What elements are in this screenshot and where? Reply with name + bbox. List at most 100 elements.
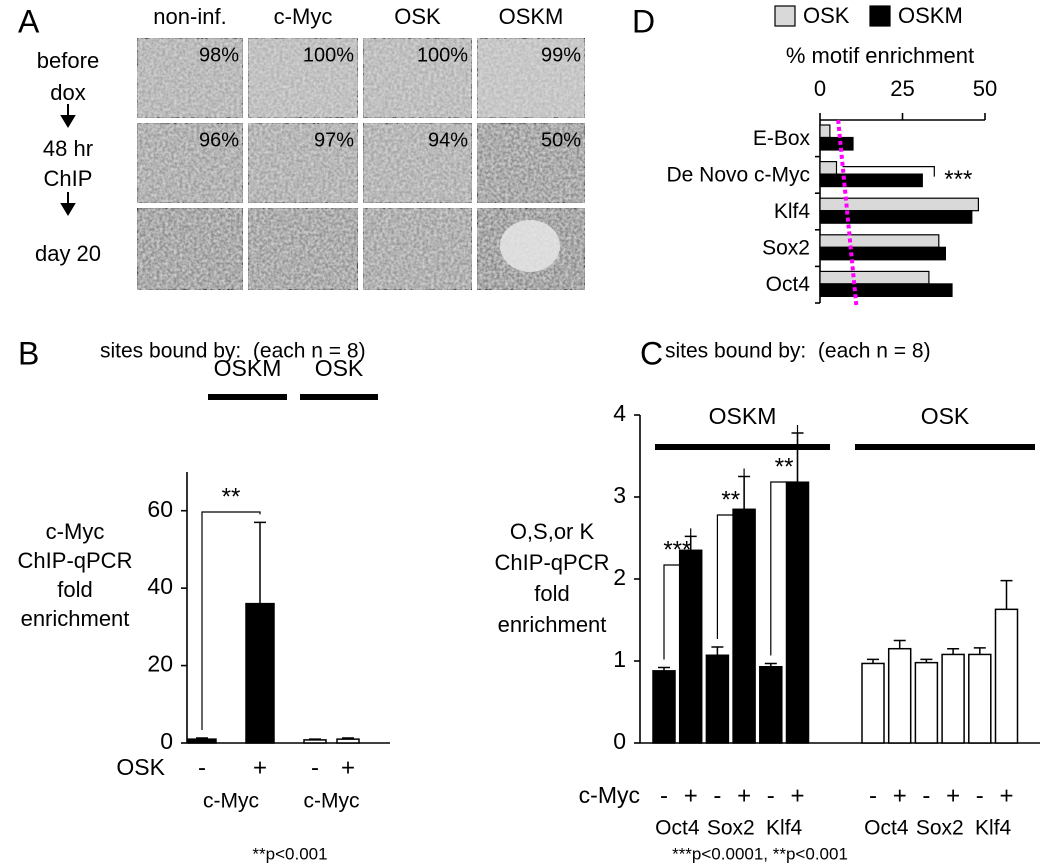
x-tick-label: +: [737, 782, 751, 809]
bar: [861, 662, 885, 744]
x-group-label: c-Myc: [203, 790, 259, 813]
x-tick-label: +: [999, 782, 1013, 809]
y-tick-label: Oct4: [766, 273, 811, 296]
x-tick-label: -: [311, 754, 319, 781]
y-tick-label: Sox2: [762, 237, 810, 260]
error-bar: [764, 662, 777, 667]
x-group-label: Klf4: [975, 817, 1012, 840]
error-bar: [309, 738, 321, 740]
micrograph: [362, 207, 473, 291]
x-group-label: Klf4: [766, 817, 803, 840]
bar: [732, 508, 756, 744]
x-group-label: c-Myc: [304, 790, 360, 813]
micrograph: [247, 37, 359, 119]
row-label: day 20: [35, 241, 101, 266]
x-group-label: Oct4: [655, 817, 700, 840]
panel-label: C: [640, 335, 663, 371]
error-bar: [920, 658, 933, 663]
group-label: OSK: [921, 403, 970, 429]
bar: [819, 246, 947, 261]
bar: [968, 653, 992, 744]
x-tick-label: -: [198, 754, 206, 781]
y-axis-label: fold: [57, 577, 92, 602]
y-tick-label: 60: [147, 496, 173, 522]
significance-label: **: [721, 486, 740, 513]
bar: [303, 739, 327, 744]
x-group-label: Sox2: [916, 817, 964, 840]
x-tick-label: -: [922, 782, 930, 809]
x-tick-label: +: [684, 782, 698, 809]
x-row-label: OSK: [116, 754, 165, 780]
bar: [819, 136, 854, 151]
percent-label: 100%: [417, 44, 468, 66]
column-header: OSKM: [499, 4, 564, 29]
percent-label: 98%: [199, 44, 239, 66]
percent-label: 94%: [428, 129, 468, 151]
y-tick-label: 20: [147, 651, 173, 677]
micrograph: [362, 122, 473, 204]
error-bar: [658, 666, 670, 671]
panel-label: A: [18, 3, 40, 39]
significance-label: ***: [944, 166, 972, 193]
significance-bracket: [770, 425, 799, 656]
bar: [678, 549, 703, 744]
reference-line: [836, 119, 859, 306]
legend-swatch: [869, 5, 891, 27]
y-tick-label: Klf4: [774, 200, 811, 223]
bar: [819, 124, 831, 139]
footnote: **p<0.001: [252, 844, 327, 863]
panel-label: B: [18, 335, 39, 371]
bar: [819, 173, 923, 188]
row-arrows: [60, 104, 76, 216]
bar: [941, 653, 965, 744]
x-tick-label: -: [869, 782, 877, 809]
chart-title: sites bound by: (each n = 8): [665, 340, 931, 363]
legend-swatch: [774, 5, 796, 27]
bar: [705, 654, 730, 744]
chart-title: sites bound by: (each n = 8): [100, 340, 366, 363]
error-bar: [1000, 579, 1013, 610]
bar: [994, 608, 1019, 744]
percent-label: 100%: [303, 44, 354, 66]
column-header: non-inf.: [153, 4, 226, 29]
group-label: OSK: [315, 355, 364, 381]
row-label: 48 hr: [43, 136, 93, 161]
x-tick-label: +: [946, 782, 960, 809]
micrograph: [362, 37, 473, 119]
error-bar: [254, 521, 266, 604]
micrograph: [247, 122, 359, 204]
colony: [500, 220, 560, 272]
x-tick-label: 0: [814, 76, 826, 101]
y-axis-label: O,S,or K: [510, 519, 595, 544]
column-header: c-Myc: [274, 4, 333, 29]
x-tick-label: +: [341, 754, 355, 781]
bar: [785, 481, 810, 744]
error-bar: [342, 737, 354, 740]
percent-label: 50%: [541, 129, 581, 151]
bar: [759, 665, 783, 744]
group-label: OSKM: [709, 403, 777, 429]
significance-bracket: [663, 528, 692, 660]
bar: [336, 738, 360, 744]
error-bar: [973, 647, 986, 655]
bar: [187, 738, 217, 744]
significance-label: ***: [663, 536, 691, 563]
x-tick-label: -: [713, 782, 721, 809]
y-tick-label: 0: [160, 728, 173, 754]
micrograph: [476, 122, 586, 204]
significance-label: **: [222, 483, 241, 510]
significance-bracket: [201, 511, 261, 730]
percent-label: 96%: [199, 129, 239, 151]
x-group-label: Sox2: [707, 817, 755, 840]
micrograph: [136, 207, 244, 291]
x-tick-label: +: [790, 782, 804, 809]
bar: [245, 602, 275, 744]
row-label: before: [37, 48, 99, 73]
significance-label: **: [775, 453, 794, 480]
micrograph: [136, 122, 244, 204]
bar: [819, 197, 979, 212]
y-tick-label: 4: [613, 400, 626, 426]
y-axis-label: fold: [534, 581, 569, 606]
bar: [914, 661, 939, 744]
